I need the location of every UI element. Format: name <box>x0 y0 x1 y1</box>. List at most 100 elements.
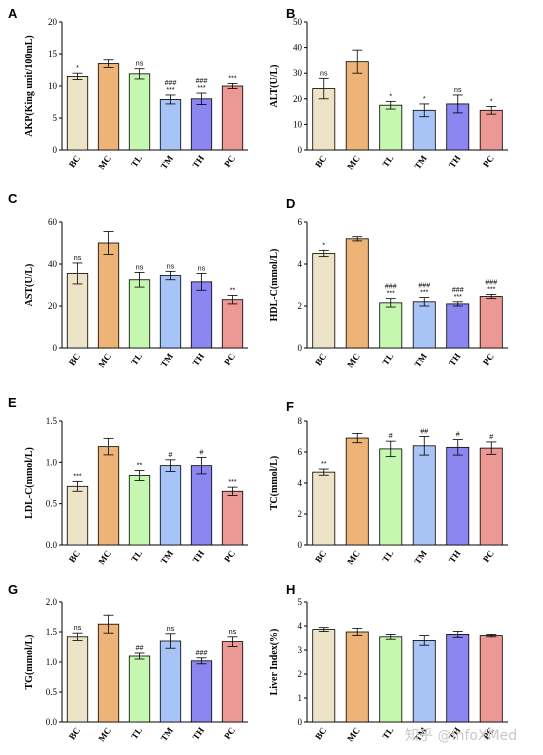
significance-label: ns <box>167 626 175 633</box>
x-tick-label-BC: BC <box>67 725 82 741</box>
y-axis-title: HDL-C(mmol/L) <box>269 249 280 322</box>
significance-label: ## <box>420 429 428 436</box>
y-axis-title: TC(mmol/L) <box>269 456 280 510</box>
y-tick-label: 1.5 <box>46 627 58 637</box>
bar-MC <box>345 238 369 349</box>
y-tick-label: 20 <box>293 94 303 104</box>
bar-BC <box>312 253 336 349</box>
x-tick-label-BC: BC <box>67 548 82 564</box>
significance-label: ### <box>196 650 208 657</box>
bar-BC <box>66 273 89 349</box>
x-tick-label-MC: MC <box>345 153 362 171</box>
significance-label: # <box>200 449 204 456</box>
x-tick-label-TH: TH <box>190 725 206 741</box>
bar-BC <box>66 636 89 723</box>
significance-label: ### <box>165 80 177 87</box>
x-tick-label-BC: BC <box>313 548 328 564</box>
significance-label: ** <box>321 461 327 468</box>
bar-BC <box>312 471 336 546</box>
panel-letter: A <box>8 6 18 21</box>
x-tick-label-TM: TM <box>159 548 176 566</box>
y-tick-label: 20 <box>48 301 58 311</box>
bar-PC <box>479 296 503 349</box>
bar-TM <box>412 445 436 546</box>
y-tick-label: 2.0 <box>46 597 58 607</box>
x-tick-label-TL: TL <box>129 725 144 741</box>
bar-TM <box>159 275 182 349</box>
significance-label: * <box>322 242 325 249</box>
x-tick-label-BC: BC <box>313 351 328 367</box>
panel-letter: D <box>286 196 295 211</box>
significance-label: ns <box>167 263 175 270</box>
x-tick-label-BC: BC <box>67 351 82 367</box>
bar-TM <box>159 465 182 546</box>
watermark: 知乎 @InfoXMed <box>405 727 517 744</box>
significance-label: *** <box>197 85 205 92</box>
y-tick-label: 60 <box>48 217 58 227</box>
significance-label: ### <box>385 284 397 291</box>
bar-TH <box>190 98 213 151</box>
bar-PC <box>221 299 244 349</box>
y-tick-label: 2 <box>298 509 303 519</box>
bar-TL <box>128 73 151 151</box>
x-tick-label-TM: TM <box>159 725 176 743</box>
panel-A: A 0 5 10 15 20 AKP(King unit/100mL) * BC MC ns TL ##… <box>8 6 248 171</box>
y-axis-title: LDL-C(mmol/L) <box>24 447 35 519</box>
x-tick-label-TH: TH <box>447 153 463 169</box>
x-tick-label-PC: PC <box>481 153 496 169</box>
panel-letter: F <box>286 399 294 414</box>
x-tick-label-TL: TL <box>380 548 395 564</box>
y-tick-label: 0.0 <box>46 540 58 550</box>
y-tick-label: 3 <box>298 645 303 655</box>
significance-label: ns <box>198 265 206 272</box>
y-tick-label: 40 <box>48 259 58 269</box>
bar-PC <box>221 641 244 723</box>
significance-label: * <box>423 96 426 103</box>
y-tick-label: 10 <box>293 119 303 129</box>
bar-BC <box>66 485 89 546</box>
y-tick-label: 0 <box>298 540 303 550</box>
bar-PC <box>221 490 244 546</box>
y-tick-label: 4 <box>298 478 303 488</box>
panel-E: E 0.0 0.5 1.0 1.5 LDL-C(mmol/L) *** BC MC ** TL # TM… <box>8 395 248 566</box>
significance-label: # <box>389 433 393 440</box>
bar-TH <box>190 660 213 723</box>
bar-MC <box>97 63 120 151</box>
bar-TL <box>379 302 403 349</box>
y-tick-label: 0 <box>298 145 303 155</box>
x-tick-label-TL: TL <box>129 153 144 169</box>
bar-TH <box>446 446 470 546</box>
panel-C: C 0 20 40 60 AST(U/L) ns BC MC ns TL ns TM ns TH ** PC <box>8 191 248 369</box>
bar-TL <box>379 636 403 723</box>
bar-TH <box>190 281 213 349</box>
x-tick-label-PC: PC <box>222 153 237 169</box>
y-tick-label: 15 <box>48 49 58 59</box>
y-tick-label: 0 <box>53 343 58 353</box>
x-tick-label-TL: TL <box>380 153 395 169</box>
x-tick-label-TM: TM <box>412 351 429 369</box>
bar-PC <box>479 447 503 546</box>
bar-MC <box>345 61 369 151</box>
bar-TL <box>128 655 151 723</box>
significance-label: *** <box>487 286 495 293</box>
y-tick-label: 1.0 <box>46 657 58 667</box>
x-tick-label-PC: PC <box>481 351 496 367</box>
y-axis-title: AST(U/L) <box>24 264 35 307</box>
x-tick-label-TH: TH <box>190 548 206 564</box>
x-tick-label-TH: TH <box>447 351 463 367</box>
panel-letter: B <box>286 6 295 21</box>
y-tick-label: 2 <box>298 669 303 679</box>
bar-TL <box>128 475 151 546</box>
x-tick-label-MC: MC <box>96 725 113 743</box>
bar-PC <box>479 635 503 723</box>
x-tick-label-TH: TH <box>447 548 463 564</box>
y-tick-label: 8 <box>298 416 303 426</box>
x-tick-label-TH: TH <box>190 351 206 367</box>
significance-label: *** <box>228 479 236 486</box>
panel-B: B 0 10 20 30 40 50 ALT(U/L) ns BC MC * TL * TM ns TH * PC <box>269 6 508 171</box>
bar-MC <box>97 446 120 546</box>
x-tick-label-MC: MC <box>96 548 113 566</box>
bar-TH <box>446 303 470 349</box>
